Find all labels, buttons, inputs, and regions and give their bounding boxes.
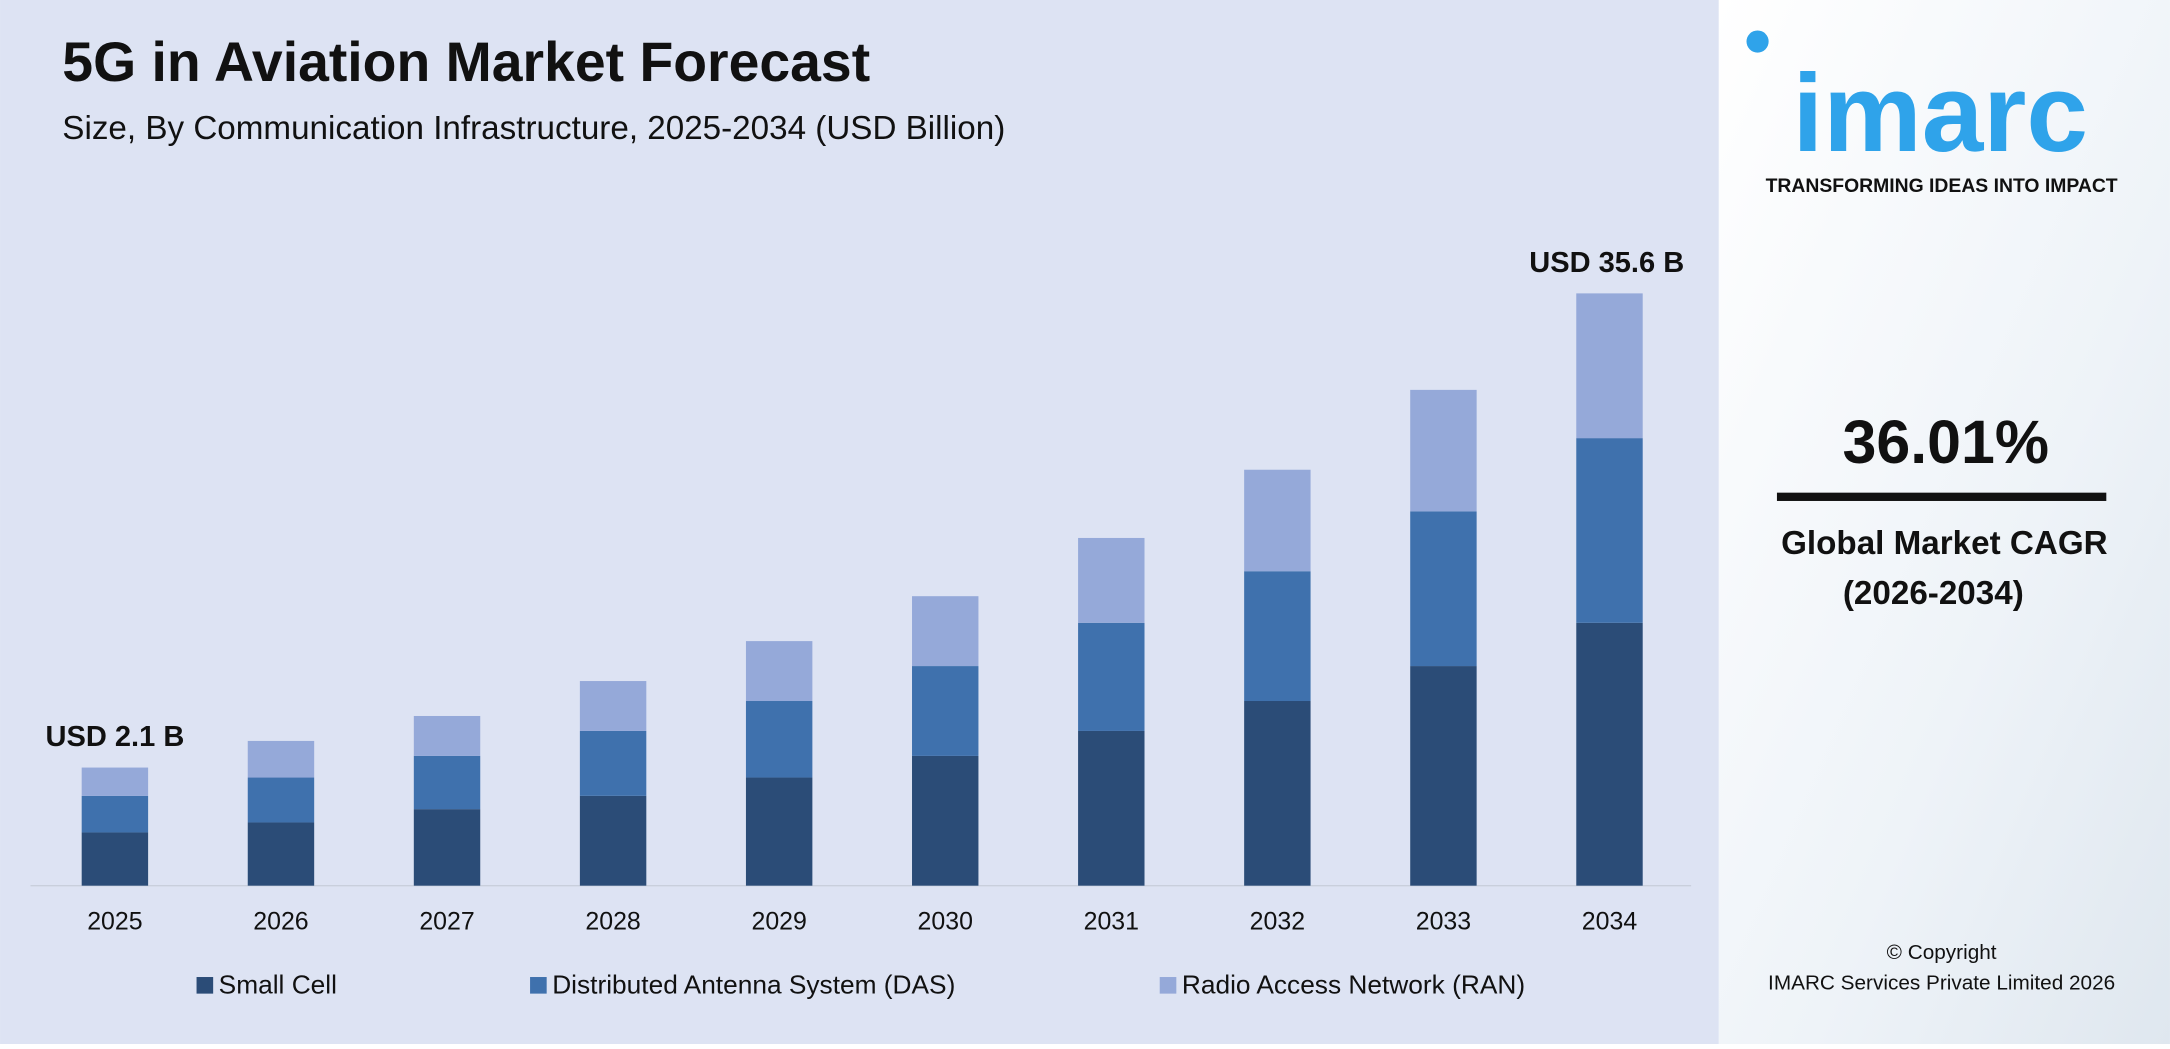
bar-segment — [81, 767, 149, 796]
x-tick-label: 2026 — [253, 908, 308, 936]
bar-segment — [579, 795, 647, 886]
legend-label: Distributed Antenna System (DAS) — [552, 970, 955, 1000]
bar-segment — [1244, 571, 1311, 702]
logo: imarc — [1793, 52, 2088, 175]
bar-segment — [247, 822, 315, 886]
bar-segment — [912, 596, 979, 667]
cagr-period: (2026-2034) — [1843, 575, 2024, 612]
bar-segment — [1576, 622, 1643, 886]
bar-segment — [247, 777, 315, 823]
legend-label: Radio Access Network (RAN) — [1182, 970, 1525, 1000]
bar-segment — [81, 832, 149, 886]
tagline: TRANSFORMING IDEAS INTO IMPACT — [1766, 175, 2118, 197]
bar-segment — [1410, 511, 1477, 667]
bar-segment — [579, 730, 647, 796]
sidebar-background — [1718, 0, 2170, 1044]
legend-swatch — [530, 977, 547, 994]
chart-title: 5G in Aviation Market Forecast — [62, 31, 870, 93]
bar-segment — [745, 777, 813, 886]
bar-segment — [579, 681, 647, 731]
bar-segment — [1078, 622, 1145, 731]
bar-segment — [413, 755, 481, 810]
x-tick-label: 2030 — [918, 908, 973, 936]
x-tick-label: 2033 — [1416, 908, 1471, 936]
bar-segment — [1078, 537, 1145, 623]
bar-segment — [1576, 293, 1643, 439]
bar-segment — [1244, 469, 1311, 572]
bar-segment — [413, 809, 481, 886]
bar-segment — [912, 666, 979, 756]
bar-segment — [1078, 730, 1145, 886]
bar-segment — [912, 755, 979, 886]
legend-swatch — [196, 977, 214, 994]
annotation: USD 35.6 B — [1529, 247, 1684, 279]
bar-segment — [81, 795, 149, 833]
bar-segment — [247, 740, 315, 778]
bar-segment — [745, 641, 813, 702]
copyright: © Copyright — [1887, 941, 1997, 964]
chart-subtitle: Size, By Communication Infrastructure, 2… — [62, 110, 1005, 147]
x-tick-label: 2029 — [751, 908, 806, 936]
x-tick-label: 2031 — [1084, 908, 1139, 936]
bar-segment — [1410, 666, 1477, 886]
x-tick-label: 2032 — [1250, 908, 1305, 936]
cagr-label: Global Market CAGR — [1781, 525, 2108, 562]
logo-dot — [1746, 30, 1769, 53]
x-tick-label: 2034 — [1582, 908, 1638, 936]
legend-label: Small Cell — [219, 970, 337, 1000]
bar-segment — [745, 701, 813, 778]
bar-segment — [1244, 701, 1311, 886]
bar-segment — [413, 715, 481, 756]
x-tick-label: 2028 — [585, 908, 640, 936]
cagr-value: 36.01% — [1843, 408, 2049, 476]
x-tick-label: 2025 — [87, 908, 142, 936]
x-tick-label: 2027 — [419, 908, 474, 936]
bar-segment — [1410, 389, 1477, 512]
annotation: USD 2.1 B — [45, 721, 184, 753]
company: IMARC Services Private Limited 2026 — [1768, 971, 2115, 994]
bar-segment — [1576, 438, 1643, 623]
cagr-rule — [1776, 492, 2107, 501]
legend-swatch — [1159, 977, 1177, 994]
